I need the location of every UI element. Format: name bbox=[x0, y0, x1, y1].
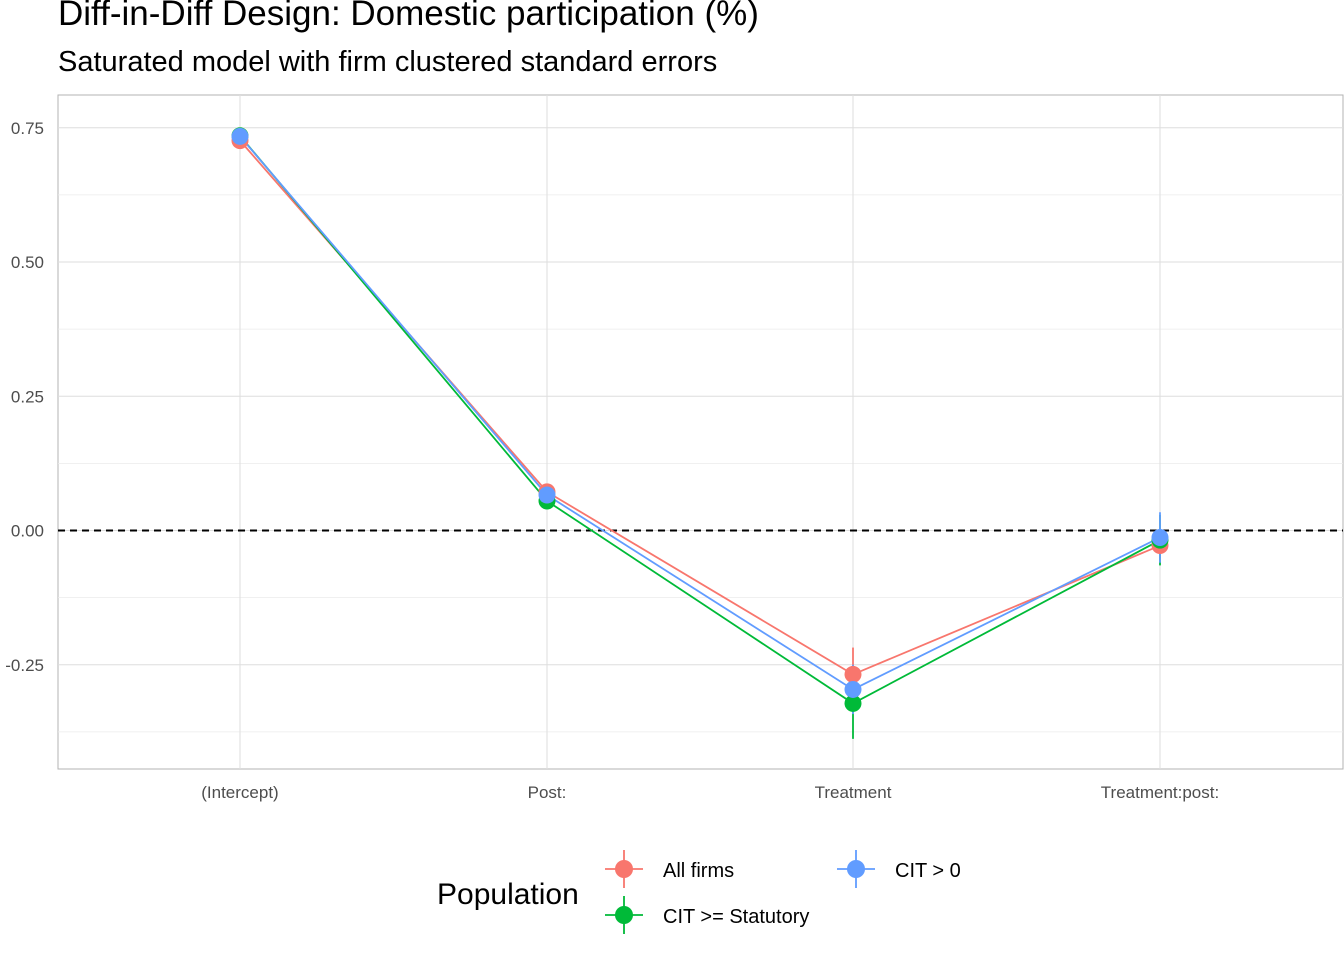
legend-label: CIT >= Statutory bbox=[663, 906, 809, 928]
y-tick-label: 0.00 bbox=[11, 522, 44, 541]
series-line bbox=[239, 135, 1161, 691]
series-points bbox=[231, 127, 1169, 712]
data-point bbox=[231, 127, 249, 145]
data-point bbox=[1151, 528, 1169, 546]
series-lines bbox=[239, 135, 1161, 705]
x-tick-label: Treatment bbox=[815, 783, 892, 802]
y-tick-label: 0.50 bbox=[11, 253, 44, 272]
legend-key-point bbox=[615, 860, 633, 878]
y-tick-label: -0.25 bbox=[5, 656, 44, 675]
series-line bbox=[239, 135, 1161, 705]
y-tick-label: 0.75 bbox=[11, 119, 44, 138]
y-tick-label: 0.25 bbox=[11, 387, 44, 406]
data-point bbox=[844, 665, 862, 683]
legend-label: All firms bbox=[663, 860, 734, 882]
x-tick-label: Post: bbox=[528, 783, 567, 802]
data-point bbox=[844, 680, 862, 698]
y-axis-tick-labels: -0.25 0.00 0.25 0.50 0.75 bbox=[5, 119, 44, 675]
x-tick-label: Treatment:post: bbox=[1101, 783, 1219, 802]
legend-key-point bbox=[615, 906, 633, 924]
legend-label: CIT > 0 bbox=[895, 860, 961, 882]
x-axis-tick-labels: (Intercept) Post: Treatment Treatment:post: bbox=[201, 783, 1219, 802]
legend-title: Population bbox=[437, 878, 579, 911]
legend: Population All firms CIT >= Statutory CIT … bbox=[437, 850, 961, 934]
legend-key-point bbox=[847, 860, 865, 878]
data-point bbox=[538, 486, 556, 504]
chart-title: Diff-in-Diff Design: Domestic participat… bbox=[58, 0, 759, 33]
chart-subtitle: Saturated model with firm clustered stan… bbox=[58, 46, 718, 78]
data-point bbox=[844, 694, 862, 712]
plot-panel bbox=[57, 94, 1344, 770]
x-tick-label: (Intercept) bbox=[201, 783, 278, 802]
